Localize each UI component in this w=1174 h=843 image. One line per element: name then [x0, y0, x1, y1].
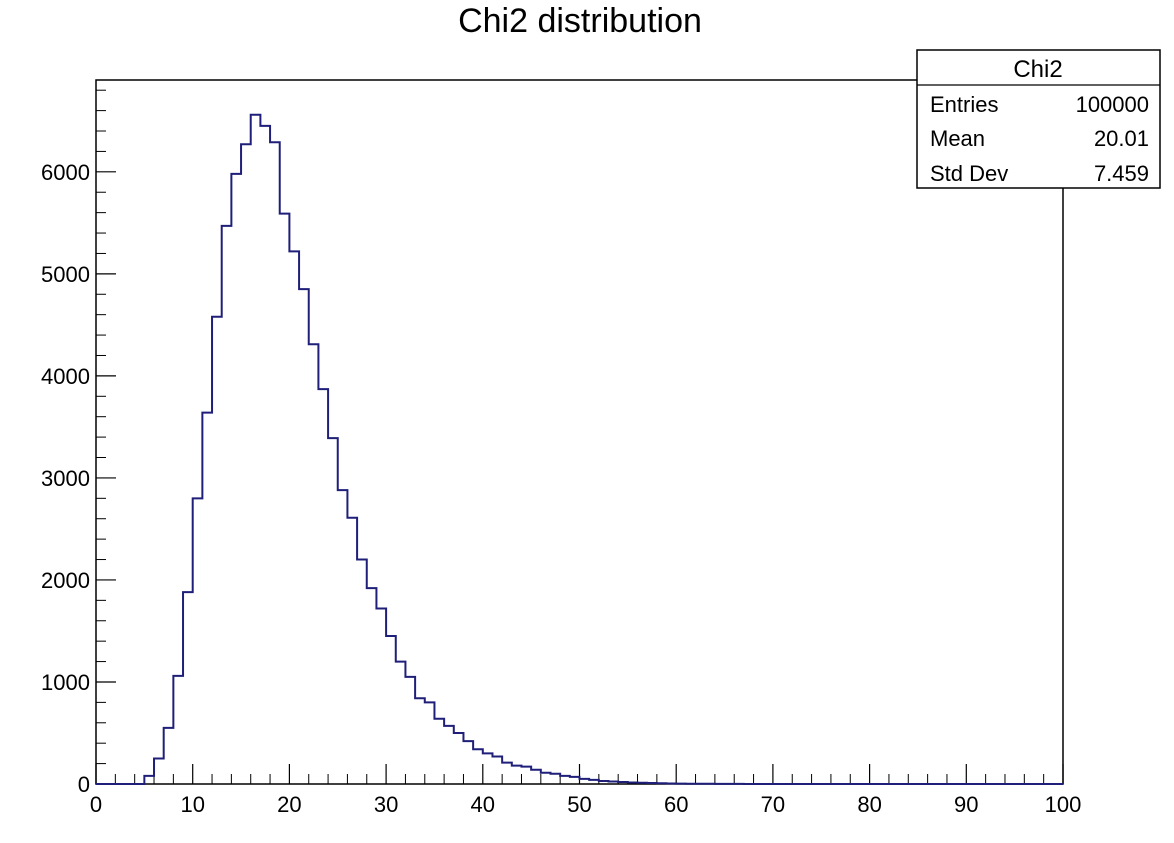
x-tick-label: 30: [374, 792, 398, 817]
stats-box-frame: [916, 49, 1161, 189]
stats-mean-label: Mean: [930, 126, 985, 151]
x-tick-label: 20: [277, 792, 301, 817]
y-tick-label: 6000: [41, 160, 90, 185]
x-tick-label: 0: [90, 792, 102, 817]
stats-entries-label: Entries: [930, 92, 998, 117]
y-tick-label: 2000: [41, 568, 90, 593]
y-tick-label: 0: [78, 772, 90, 797]
x-tick-label: 100: [1045, 792, 1082, 817]
y-tick-label: 3000: [41, 466, 90, 491]
stats-stddev-value: 7.459: [1094, 161, 1149, 186]
x-tick-labels: 0 10 20 30 40 50 60 70 80 90 100: [90, 792, 1081, 817]
histogram-series-line: [96, 113, 1063, 785]
y-tick-label: 4000: [41, 364, 90, 389]
x-tick-label: 10: [180, 792, 204, 817]
x-tick-label: 60: [664, 792, 688, 817]
chart-title: Chi2 distribution: [458, 2, 702, 40]
x-tick-label: 50: [567, 792, 591, 817]
x-tick-label: 70: [761, 792, 785, 817]
stats-box: Chi2 Entries 100000 Mean 20.01 Std Dev 7…: [916, 49, 1161, 189]
y-minor-ticks: [96, 89, 106, 765]
x-tick-label: 90: [954, 792, 978, 817]
x-tick-label: 80: [857, 792, 881, 817]
stats-entries-value: 100000: [1076, 92, 1149, 117]
stats-mean-value: 20.01: [1094, 126, 1149, 151]
x-tick-label: 40: [471, 792, 495, 817]
y-major-ticks: [96, 171, 116, 785]
y-tick-labels: 0 1000 2000 3000 4000 5000 6000: [41, 160, 90, 797]
stats-stddev-label: Std Dev: [930, 161, 1008, 186]
y-tick-label: 1000: [41, 670, 90, 695]
x-major-ticks: [95, 764, 1064, 784]
y-tick-label: 5000: [41, 262, 90, 287]
stats-box-title: Chi2: [1013, 56, 1062, 83]
